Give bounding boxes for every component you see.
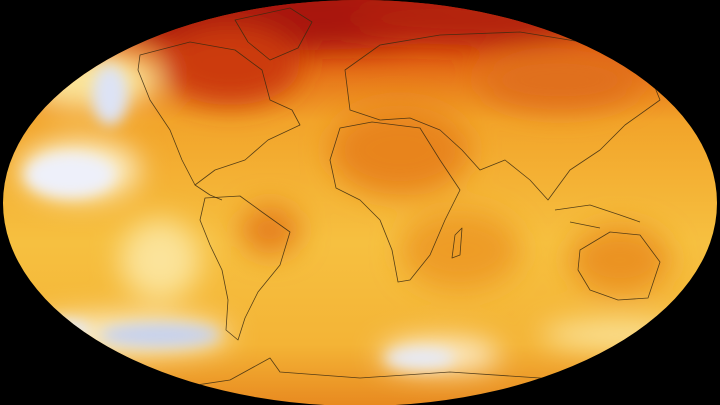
indonesia <box>554 204 641 229</box>
central-america <box>194 184 223 201</box>
madagascar <box>451 227 463 259</box>
south-america <box>199 195 291 341</box>
europe-asia <box>344 31 661 201</box>
africa <box>329 121 461 283</box>
north-america <box>137 41 301 186</box>
cool-patches <box>25 65 455 368</box>
australia <box>577 231 661 301</box>
coastlines <box>137 7 691 393</box>
greenland <box>234 7 313 61</box>
